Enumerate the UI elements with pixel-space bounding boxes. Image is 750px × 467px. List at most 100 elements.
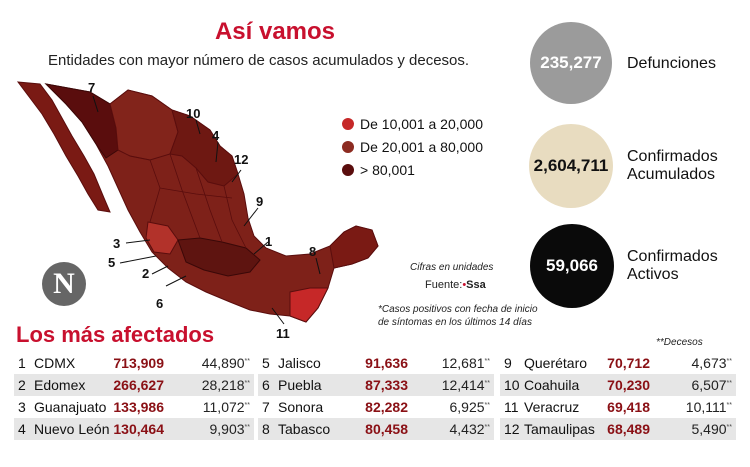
row-deaths-star: ** — [726, 380, 732, 387]
row-cases: 133,986 — [113, 399, 164, 415]
row-deaths-star: ** — [244, 380, 250, 387]
stat-value: 2,604,711 — [533, 156, 609, 175]
row-state: Coahuila — [524, 377, 580, 393]
row-rank: 10 — [504, 377, 520, 393]
row-state: Jalisco — [278, 355, 321, 371]
row-cases: 130,464 — [113, 421, 164, 437]
note-fuente-label: Fuente: — [425, 279, 463, 291]
page-title: Así vamos — [214, 18, 336, 45]
row-deaths-star: ** — [726, 424, 732, 431]
row-cases: 70,230 — [607, 377, 650, 393]
row-deaths: 44,890 — [201, 355, 245, 371]
row-state: Puebla — [278, 377, 322, 393]
map-sonora — [44, 83, 119, 159]
row-rank: 3 — [18, 399, 26, 415]
row-deaths-star: ** — [244, 358, 250, 365]
row-state: Tabasco — [278, 421, 331, 437]
legend-item: De 20,001 a 80,000 — [342, 139, 483, 155]
row-deaths: 5,490 — [691, 421, 727, 437]
legend-item: De 10,001 a 20,000 — [342, 116, 483, 132]
stat-value: 235,277 — [540, 53, 602, 72]
row-deaths-star: ** — [484, 402, 490, 409]
stat-activos-circle: 59,066 — [530, 224, 614, 308]
table-row: 2 Edomex 266,627 28,218** — [14, 374, 254, 396]
map-center — [177, 237, 261, 277]
table-row: 7 Sonora 82,282 6,925** — [258, 396, 494, 418]
row-cases: 266,627 — [113, 377, 164, 393]
row-deaths-cell: 9,903** — [210, 421, 251, 437]
row-state: Sonora — [278, 399, 324, 415]
row-cases: 70,712 — [607, 355, 650, 371]
legend-dot-icon — [342, 141, 354, 153]
table-row: 3 Guanajuato 133,986 11,072** — [14, 396, 254, 418]
row-cases: 80,458 — [365, 421, 408, 437]
row-deaths-cell: 6,507** — [692, 377, 733, 393]
row-rank: 9 — [504, 355, 512, 371]
note-fuente: Fuente:•Ssa — [425, 279, 486, 291]
row-rank: 11 — [504, 399, 519, 415]
row-cases: 69,418 — [607, 399, 650, 415]
row-rank: 1 — [18, 355, 26, 371]
row-rank: 2 — [18, 377, 26, 393]
row-state: Guanajuato — [34, 399, 107, 415]
table-row: 6 Puebla 87,333 12,414** — [258, 374, 494, 396]
map-label-7: 7 — [88, 80, 95, 95]
row-deaths-star: ** — [484, 424, 490, 431]
stat-acumulados-label: Confirmados Acumulados — [627, 148, 718, 183]
row-rank: 8 — [262, 421, 270, 437]
row-deaths: 12,681 — [441, 355, 485, 371]
row-deaths-star: ** — [484, 358, 490, 365]
page-subtitle: Entidades con mayor número de casos acum… — [48, 52, 470, 69]
map-label-11: 11 — [276, 326, 290, 340]
row-deaths-cell: 11,072** — [203, 399, 250, 415]
table-row: 9 Querétaro 70,712 4,673** — [500, 352, 736, 374]
logo-letter: N — [53, 267, 75, 300]
note-fuente-value: Ssa — [466, 279, 486, 291]
map-label-5: 5 — [108, 255, 115, 270]
row-state: Veracruz — [524, 399, 580, 415]
map-label-9: 9 — [256, 194, 263, 209]
table-row: 12 Tamaulipas 68,489 5,490** — [500, 418, 736, 440]
table-row: 10 Coahuila 70,230 6,507** — [500, 374, 736, 396]
table-row: 11 Veracruz 69,418 10,111** — [500, 396, 736, 418]
row-rank: 5 — [262, 355, 270, 371]
row-deaths-star: ** — [244, 424, 250, 431]
stat-acumulados-circle: 2,604,711 — [529, 124, 613, 208]
legend-label: De 10,001 a 20,000 — [360, 116, 483, 132]
row-cases: 713,909 — [113, 355, 164, 371]
row-state: CDMX — [34, 355, 76, 371]
row-deaths: 4,673 — [691, 355, 727, 371]
row-deaths: 10,111 — [685, 399, 727, 415]
row-rank: 12 — [504, 421, 520, 437]
row-deaths-star: ** — [726, 358, 732, 365]
row-rank: 6 — [262, 377, 270, 393]
row-deaths-cell: 12,414** — [442, 377, 490, 393]
decesos-note: **Decesos — [656, 337, 703, 348]
row-deaths-cell: 4,432** — [450, 421, 491, 437]
row-deaths-cell: 4,673** — [692, 355, 733, 371]
table-row: 1 CDMX 713,909 44,890** — [14, 352, 254, 374]
map-label-2: 2 — [142, 266, 149, 281]
row-cases: 87,333 — [365, 377, 408, 393]
legend-item: > 80,001 — [342, 162, 415, 178]
map-chihuahua — [109, 89, 179, 161]
map-label-8: 8 — [309, 244, 316, 259]
legend-label: > 80,001 — [360, 162, 415, 178]
row-rank: 4 — [18, 421, 26, 437]
row-rank: 7 — [262, 399, 270, 415]
stat-value: 59,066 — [546, 256, 598, 275]
row-deaths: 11,072 — [202, 399, 245, 415]
row-deaths-cell: 10,111** — [686, 399, 732, 415]
stat-defunciones-circle: 235,277 — [530, 22, 612, 104]
map-label-1: 1 — [265, 234, 272, 249]
map-chiapas — [289, 287, 329, 323]
row-deaths: 4,432 — [449, 421, 485, 437]
row-cases: 82,282 — [365, 399, 408, 415]
map-jalisco — [145, 221, 179, 255]
row-state: Querétaro — [524, 355, 588, 371]
note-cifras: Cifras en unidades — [410, 262, 494, 273]
footnote-line-1: *Casos positivos con fecha de inicio — [378, 304, 538, 315]
map-label-4: 4 — [212, 128, 220, 143]
mexico-map: 7 10 4 12 9 3 1 5 2 8 6 11 — [16, 80, 379, 340]
row-deaths-star: ** — [726, 402, 732, 409]
